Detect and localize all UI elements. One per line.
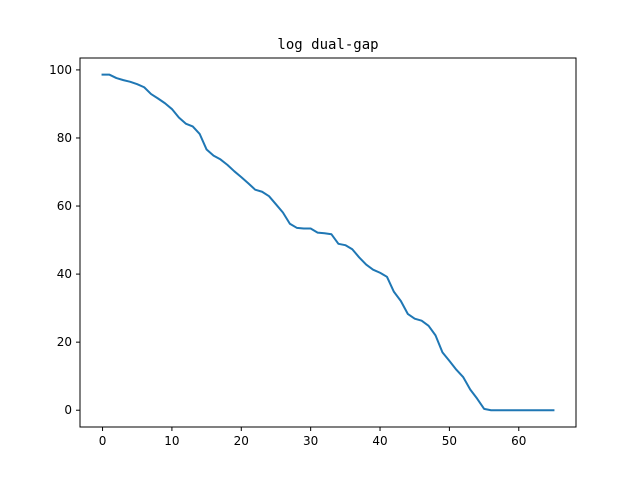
data-point <box>157 98 159 100</box>
data-point <box>310 228 312 230</box>
data-point <box>317 232 319 234</box>
y-tick-label: 40 <box>57 267 72 281</box>
y-tick-label: 0 <box>64 403 72 417</box>
data-point <box>129 81 131 83</box>
data-point <box>330 233 332 235</box>
data-point <box>240 176 242 178</box>
data-point <box>102 74 104 76</box>
x-tick-label: 40 <box>372 434 387 448</box>
data-point <box>462 376 464 378</box>
data-point <box>441 351 443 353</box>
x-tick-label: 30 <box>303 434 318 448</box>
data-point <box>261 191 263 193</box>
data-point <box>358 256 360 258</box>
x-tick-label: 0 <box>99 434 107 448</box>
data-point <box>393 291 395 293</box>
y-tick-label: 60 <box>57 199 72 213</box>
data-point <box>511 409 513 411</box>
data-point <box>539 409 541 411</box>
data-point <box>428 325 430 327</box>
data-point <box>226 164 228 166</box>
data-point <box>469 388 471 390</box>
data-point <box>254 189 256 191</box>
data-point <box>483 408 485 410</box>
x-tick-label: 50 <box>442 434 457 448</box>
data-point <box>379 272 381 274</box>
data-point <box>476 398 478 400</box>
data-point <box>247 182 249 184</box>
data-point <box>552 409 554 411</box>
data-point <box>122 79 124 81</box>
data-point <box>365 264 367 266</box>
y-tick-label: 20 <box>57 335 72 349</box>
data-point <box>532 409 534 411</box>
plot-frame <box>79 57 577 428</box>
data-point <box>504 409 506 411</box>
data-point <box>108 74 110 76</box>
series-line-0 <box>101 73 555 412</box>
data-point <box>497 409 499 411</box>
data-point <box>435 334 437 336</box>
data-point <box>268 195 270 197</box>
data-point <box>185 123 187 125</box>
data-point <box>546 409 548 411</box>
data-point <box>275 203 277 205</box>
data-point <box>199 133 201 135</box>
series-layer <box>101 73 555 412</box>
y-tick-label: 100 <box>49 63 72 77</box>
data-point <box>289 223 291 225</box>
data-point <box>386 276 388 278</box>
data-point <box>213 155 215 157</box>
data-point <box>455 369 457 371</box>
data-point <box>303 228 305 230</box>
data-point <box>525 409 527 411</box>
y-tick-label: 80 <box>57 131 72 145</box>
data-point <box>337 243 339 245</box>
data-point <box>407 313 409 315</box>
data-point <box>344 244 346 246</box>
data-point <box>421 320 423 322</box>
data-point <box>115 77 117 79</box>
data-point <box>296 227 298 229</box>
axes-layer: 0 10 20 30 40 50 60 0 20 40 60 80 100 <box>49 63 526 448</box>
data-point <box>136 83 138 85</box>
data-point <box>164 102 166 104</box>
chart-title: log dual-gap <box>277 37 378 53</box>
data-point <box>192 125 194 127</box>
x-tick-label: 20 <box>234 434 249 448</box>
data-point <box>518 409 520 411</box>
x-tick-label: 10 <box>164 434 179 448</box>
data-point <box>233 170 235 172</box>
data-point <box>219 158 221 160</box>
data-point <box>351 248 353 250</box>
data-point <box>206 149 208 151</box>
x-tick-label: 60 <box>511 434 526 448</box>
data-point <box>143 86 145 88</box>
data-point <box>324 232 326 234</box>
data-point <box>490 409 492 411</box>
data-point <box>448 360 450 362</box>
data-point <box>171 108 173 110</box>
data-point <box>414 318 416 320</box>
data-point <box>372 269 374 271</box>
data-point <box>150 93 152 95</box>
data-point <box>400 300 402 302</box>
data-point <box>282 212 284 214</box>
data-point <box>178 117 180 119</box>
